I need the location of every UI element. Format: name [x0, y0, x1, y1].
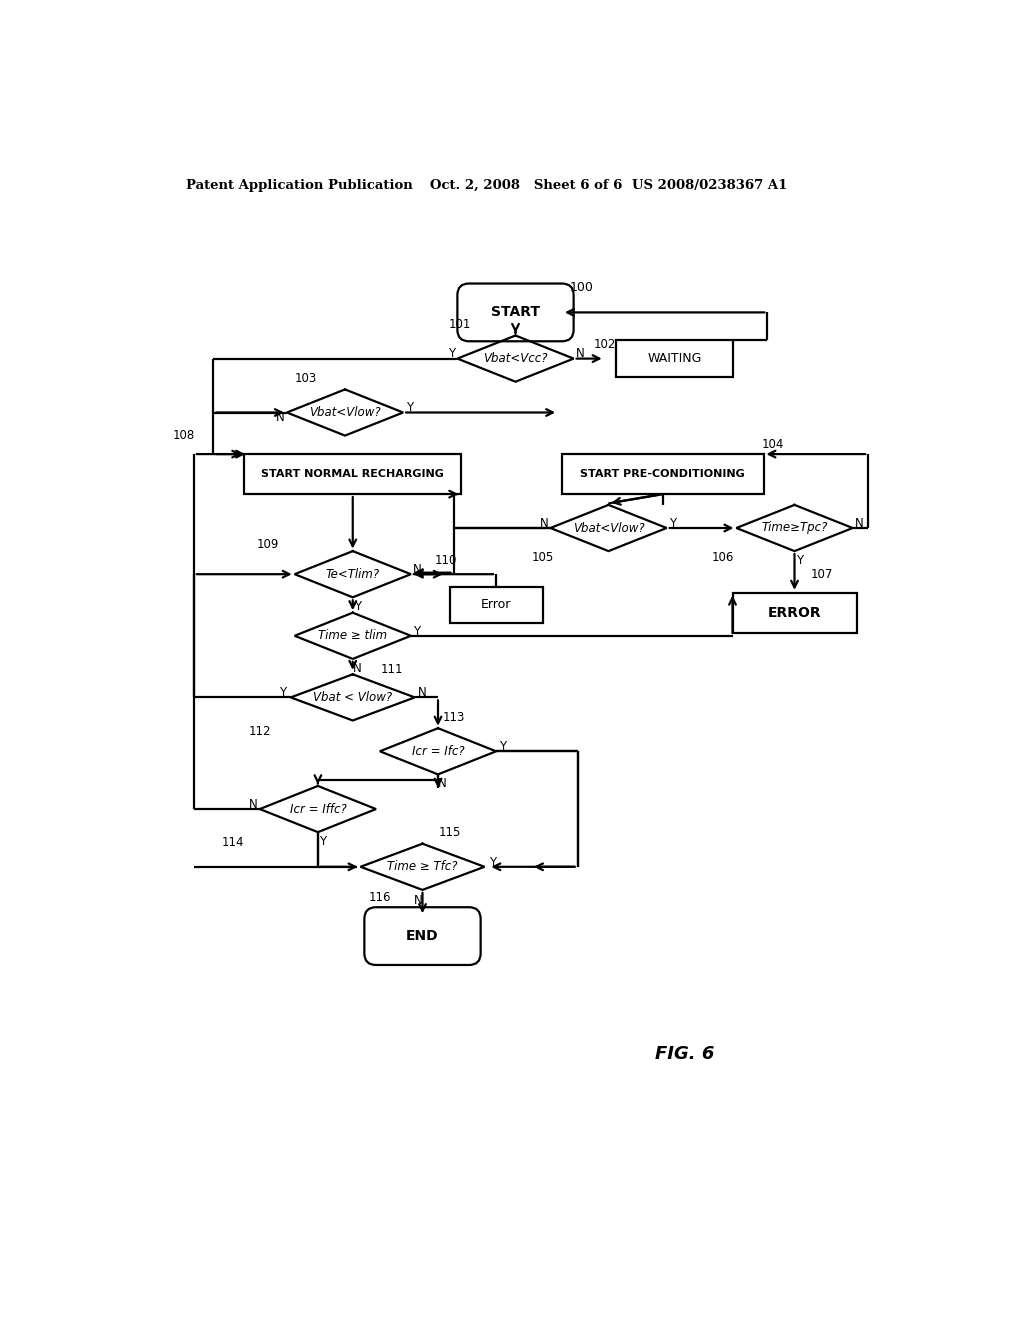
Text: 110: 110	[434, 554, 457, 566]
Text: START NORMAL RECHARGING: START NORMAL RECHARGING	[261, 469, 444, 479]
Text: ERROR: ERROR	[768, 606, 821, 619]
Text: 115: 115	[438, 826, 461, 840]
Text: N: N	[353, 661, 361, 675]
Text: WAITING: WAITING	[647, 352, 701, 366]
Text: 114: 114	[221, 837, 244, 850]
Text: US 2008/0238367 A1: US 2008/0238367 A1	[632, 180, 787, 193]
Text: Y: Y	[354, 601, 361, 612]
Text: Error: Error	[481, 598, 511, 611]
Text: Y: Y	[488, 855, 496, 869]
FancyBboxPatch shape	[365, 907, 480, 965]
Text: N: N	[540, 517, 549, 529]
Text: N: N	[418, 686, 427, 700]
Text: 108: 108	[173, 429, 195, 442]
Text: Vbat<Vcc?: Vbat<Vcc?	[483, 352, 548, 366]
Text: N: N	[414, 894, 422, 907]
Text: N: N	[438, 777, 447, 791]
Text: Vbat<Vlow?: Vbat<Vlow?	[309, 407, 381, 418]
Text: N: N	[276, 411, 285, 424]
Text: 112: 112	[249, 725, 271, 738]
Text: N: N	[249, 797, 258, 810]
Text: 101: 101	[449, 318, 471, 331]
FancyBboxPatch shape	[458, 284, 573, 342]
FancyBboxPatch shape	[616, 341, 732, 378]
Text: Y: Y	[670, 517, 677, 529]
Text: Y: Y	[280, 686, 287, 700]
Text: Time ≥ tlim: Time ≥ tlim	[318, 630, 387, 643]
Text: Oct. 2, 2008   Sheet 6 of 6: Oct. 2, 2008 Sheet 6 of 6	[430, 180, 623, 193]
Text: Y: Y	[796, 554, 803, 566]
FancyBboxPatch shape	[732, 593, 856, 632]
Text: 105: 105	[531, 550, 554, 564]
Text: N: N	[575, 347, 585, 360]
Text: START: START	[490, 305, 540, 319]
Text: START PRE-CONDITIONING: START PRE-CONDITIONING	[581, 469, 745, 479]
Text: 111: 111	[380, 663, 402, 676]
FancyBboxPatch shape	[450, 586, 543, 623]
Text: Time ≥ Tfc?: Time ≥ Tfc?	[387, 861, 458, 874]
Text: Time≥Tpc?: Time≥Tpc?	[761, 521, 827, 535]
Text: 113: 113	[442, 711, 465, 723]
Text: 103: 103	[295, 372, 317, 385]
Text: 106: 106	[712, 550, 734, 564]
Text: Patent Application Publication: Patent Application Publication	[186, 180, 413, 193]
Text: END: END	[407, 929, 439, 942]
Text: Y: Y	[499, 741, 506, 754]
Text: Te<Tlim?: Te<Tlim?	[326, 568, 380, 581]
Text: Vbat<Vlow?: Vbat<Vlow?	[572, 521, 644, 535]
Text: Vbat < Vlow?: Vbat < Vlow?	[313, 690, 392, 704]
Text: Y: Y	[318, 834, 326, 847]
Text: 107: 107	[810, 568, 833, 581]
Text: N: N	[854, 517, 863, 529]
Text: 109: 109	[256, 539, 279, 552]
Text: Y: Y	[414, 624, 421, 638]
Text: 102: 102	[594, 338, 615, 351]
Text: 116: 116	[369, 891, 391, 904]
Text: 100: 100	[569, 281, 593, 294]
Text: Y: Y	[447, 347, 455, 360]
Text: Icr = Iffc?: Icr = Iffc?	[290, 803, 346, 816]
FancyBboxPatch shape	[562, 454, 764, 494]
FancyBboxPatch shape	[245, 454, 461, 494]
Text: Y: Y	[406, 401, 413, 414]
Text: FIG. 6: FIG. 6	[655, 1045, 715, 1064]
Text: N: N	[413, 564, 422, 576]
Text: Icr = Ifc?: Icr = Ifc?	[412, 744, 464, 758]
Text: 104: 104	[762, 438, 784, 451]
